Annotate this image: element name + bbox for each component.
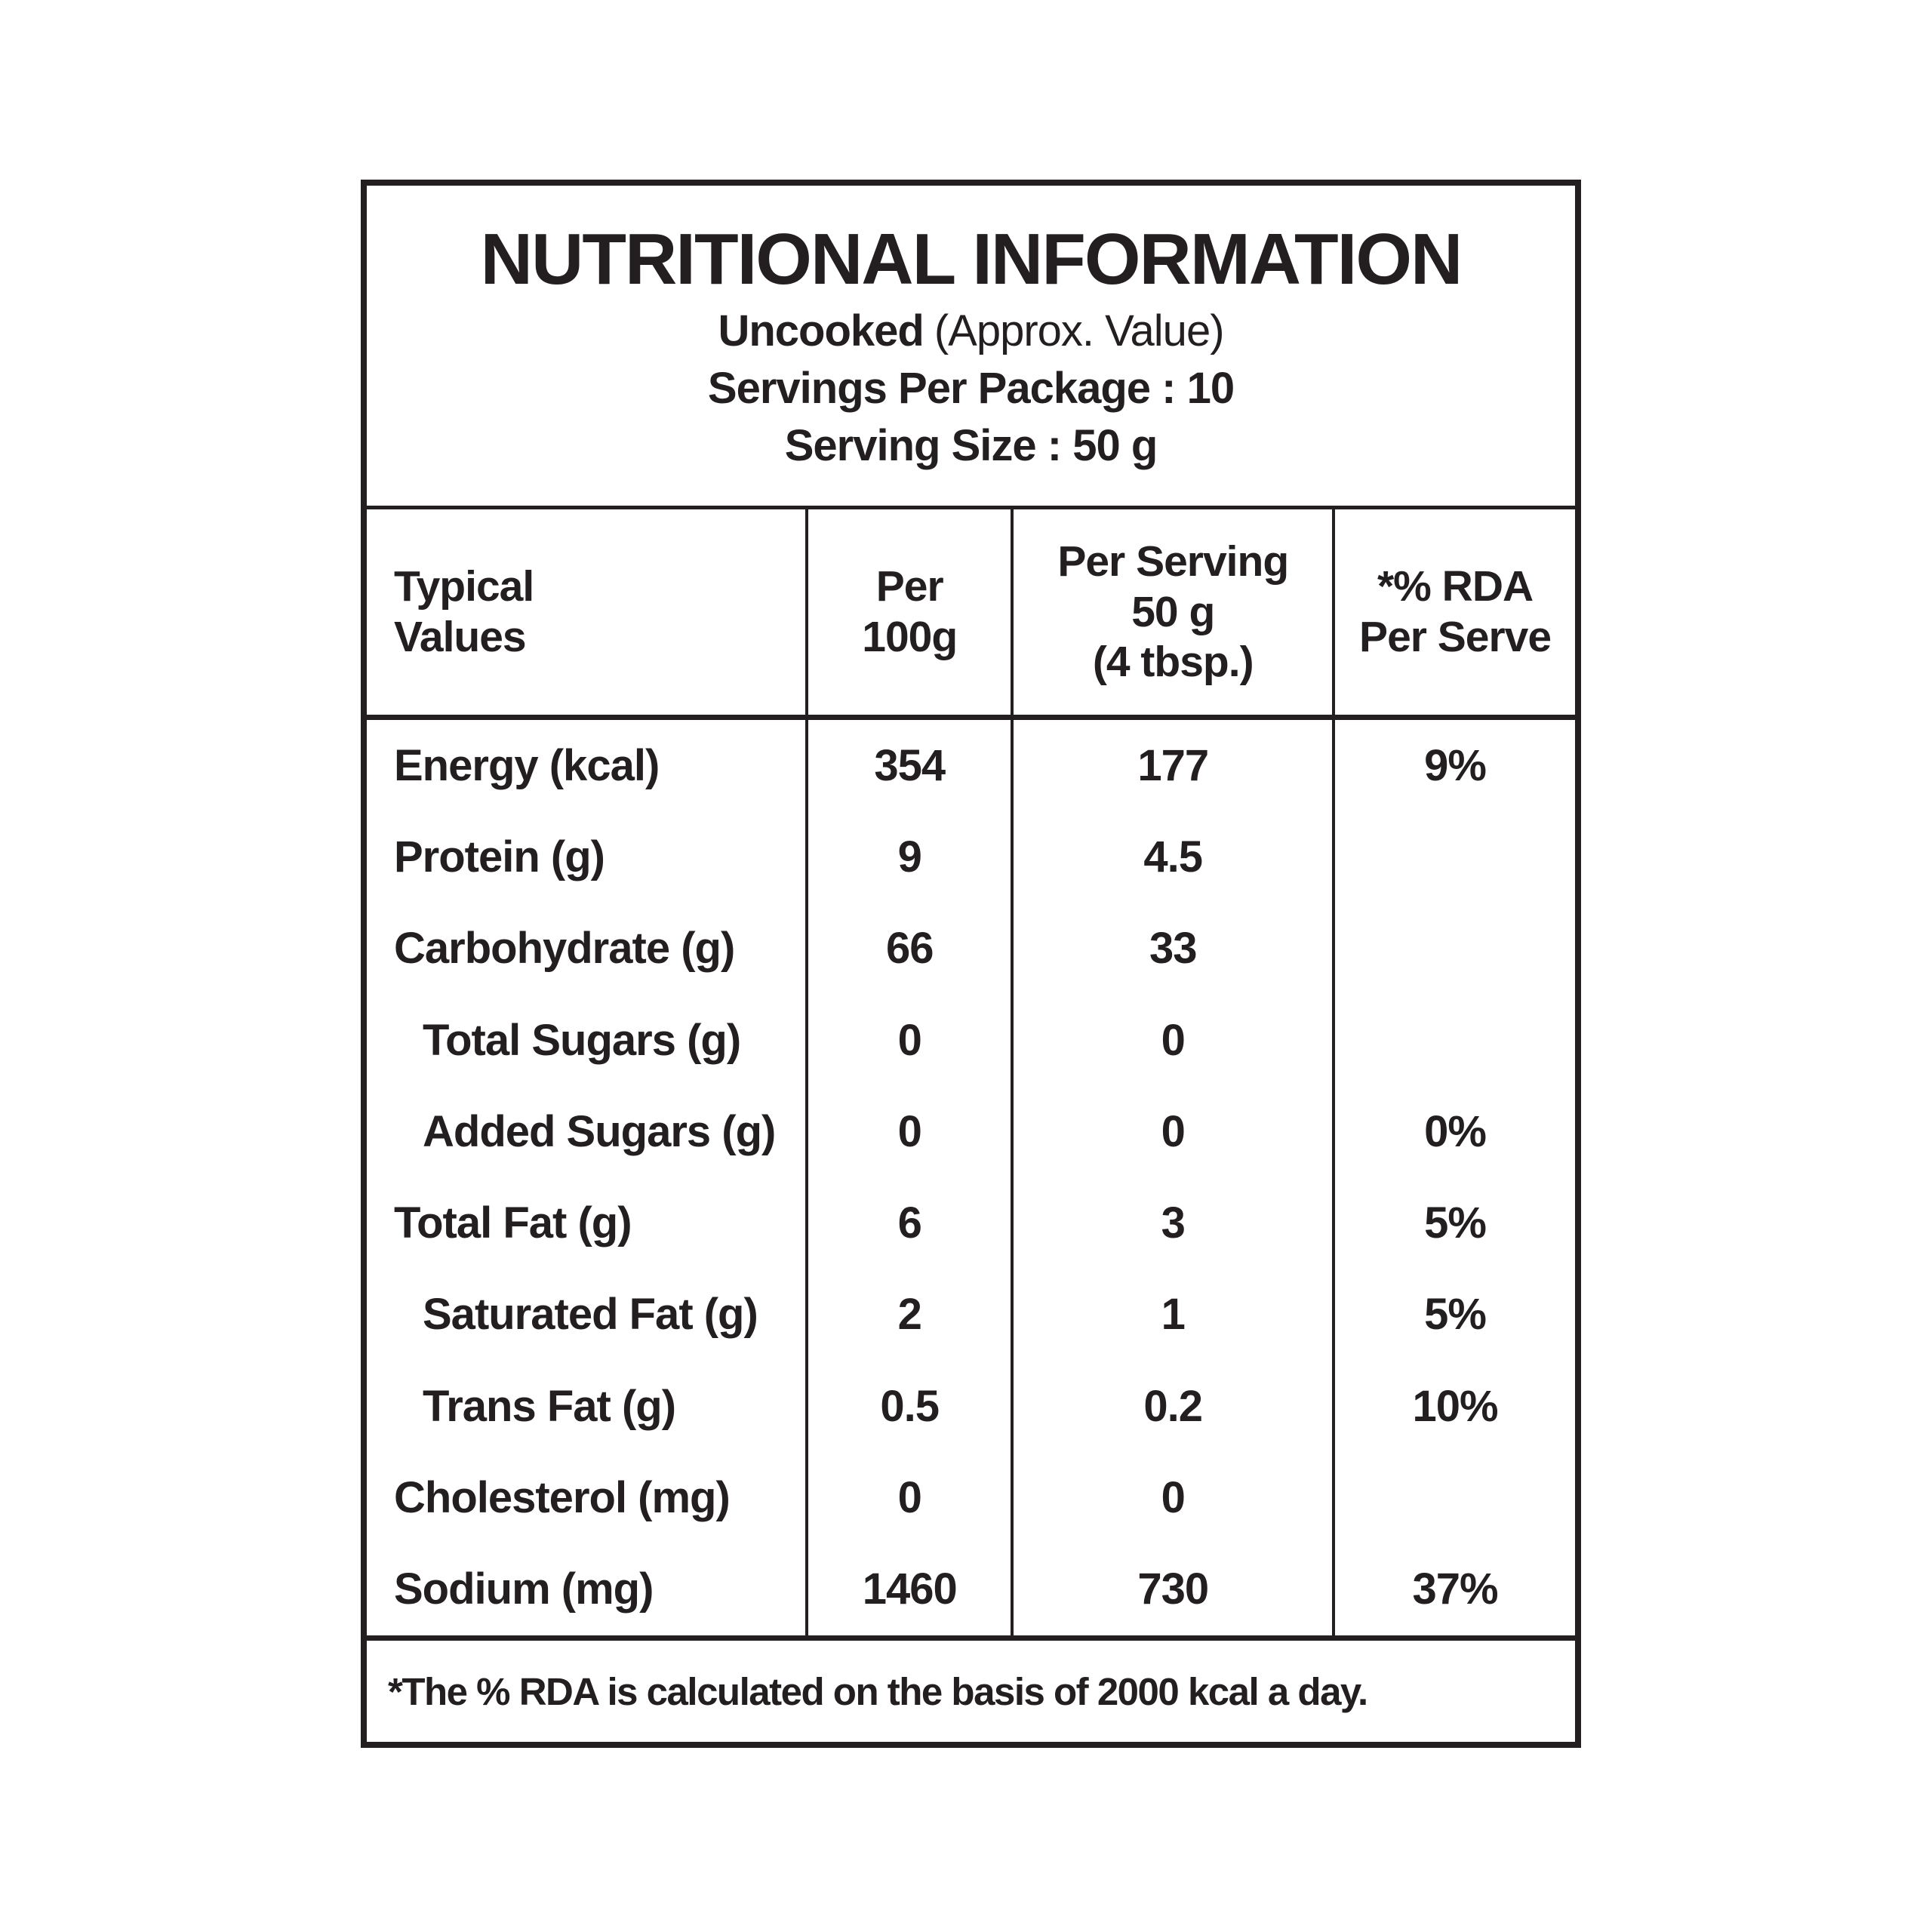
table-row-saturated-fat: Saturated Fat (g) 2 1 5% [367,1269,1575,1361]
row-label: Trans Fat (g) [423,1381,676,1431]
label-header: NUTRITIONAL INFORMATION Uncooked (Approx.… [367,186,1575,509]
column-header-rda-per-serve: *% RDA Per Serve [1332,509,1575,715]
cooking-state-line: Uncooked (Approx. Value) [718,306,1225,355]
per-serving-value: 177 [1011,720,1332,812]
column-header-per-serving: Per Serving 50 g (4 tbsp.) [1011,509,1332,715]
per-100g-value: 2 [805,1269,1011,1361]
rda-value [1332,811,1575,903]
per-100g-value: 354 [805,720,1011,812]
table-row-cholesterol: Cholesterol (mg) 0 0 [367,1452,1575,1544]
per-100g-value: 0 [805,1452,1011,1544]
row-label: Cholesterol (mg) [394,1473,731,1523]
per-100g-value: 9 [805,811,1011,903]
row-label: Protein (g) [394,832,605,881]
serving-size-line: Serving Size : 50 g [784,421,1158,470]
table-row-total-fat: Total Fat (g) 6 3 5% [367,1177,1575,1269]
rda-value: 9% [1332,720,1575,812]
cooking-state: Uncooked [718,306,924,355]
row-label: Total Sugars (g) [423,1015,741,1065]
row-label: Carbohydrate (g) [394,924,735,974]
rda-value [1332,1452,1575,1544]
table-row-energy: Energy (kcal) 354 177 9% [367,720,1575,812]
row-label: Total Fat (g) [394,1198,632,1248]
row-label: Saturated Fat (g) [423,1290,758,1340]
column-header-per-100g: Per 100g [805,509,1011,715]
per-serving-value: 3 [1011,1177,1332,1269]
per-serving-value: 1 [1011,1269,1332,1361]
row-label: Sodium (mg) [394,1564,654,1614]
table-row-sodium: Sodium (mg) 1460 730 37% [367,1543,1575,1635]
nutrition-rows: Energy (kcal) 354 177 9% Protein (g) 9 4… [367,720,1575,1635]
per-serving-value: 0 [1011,1452,1332,1544]
row-label: Energy (kcal) [394,740,660,790]
table-row-added-sugars: Added Sugars (g) 0 0 0% [367,1086,1575,1178]
per-100g-value: 66 [805,903,1011,995]
rda-value: 10% [1332,1361,1575,1453]
nutrition-label-table: NUTRITIONAL INFORMATION Uncooked (Approx.… [361,180,1581,1748]
table-row-carbohydrate: Carbohydrate (g) 66 33 [367,903,1575,995]
rda-value: 5% [1332,1269,1575,1361]
table-row-total-sugars: Total Sugars (g) 0 0 [367,994,1575,1087]
row-label: Added Sugars (g) [423,1106,776,1156]
table-row-protein: Protein (g) 9 4.5 [367,811,1575,903]
rda-value: 0% [1332,1086,1575,1178]
per-serving-value: 33 [1011,903,1332,995]
per-serving-value: 0.2 [1011,1361,1332,1453]
table-row-trans-fat: Trans Fat (g) 0.5 0.2 10% [367,1361,1575,1453]
rda-value: 37% [1332,1543,1575,1635]
per-serving-value: 730 [1011,1543,1332,1635]
column-header-typical-values: Typical Values [394,562,534,661]
per-serving-value: 0 [1011,994,1332,1087]
rda-value [1332,903,1575,995]
per-100g-value: 1460 [805,1543,1011,1635]
servings-per-package-line: Servings Per Package : 10 [707,364,1235,413]
approx-note: (Approx. Value) [934,306,1225,355]
per-100g-value: 0.5 [805,1361,1011,1453]
rda-footnote: *The % RDA is calculated on the basis of… [367,1635,1575,1742]
per-100g-value: 6 [805,1177,1011,1269]
per-serving-value: 0 [1011,1086,1332,1178]
rda-value [1332,994,1575,1087]
per-100g-value: 0 [805,994,1011,1087]
column-header-row: Typical Values Per 100g Per Serving 50 g… [367,509,1575,720]
per-serving-value: 4.5 [1011,811,1332,903]
per-100g-value: 0 [805,1086,1011,1178]
label-title: NUTRITIONAL INFORMATION [480,219,1463,300]
rda-value: 5% [1332,1177,1575,1269]
